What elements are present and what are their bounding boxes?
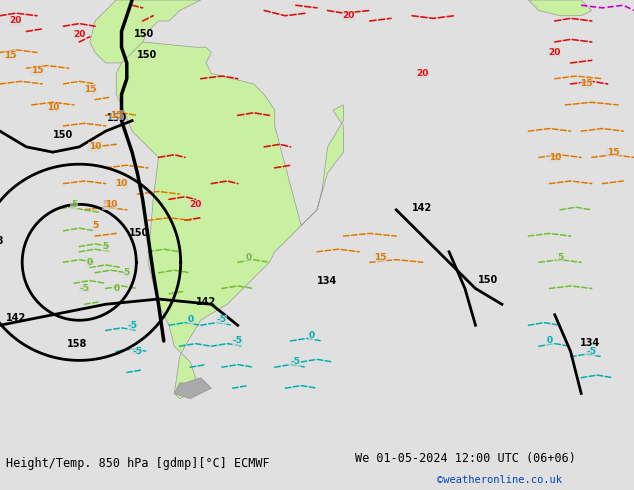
Text: 0: 0: [187, 316, 193, 324]
Text: 142: 142: [6, 313, 27, 323]
Text: 20: 20: [190, 200, 202, 209]
Text: -5: -5: [586, 347, 597, 356]
Text: -5: -5: [291, 358, 301, 367]
Text: 0: 0: [309, 331, 314, 340]
Text: 15: 15: [84, 85, 96, 94]
Polygon shape: [174, 378, 211, 399]
Text: 0: 0: [113, 284, 119, 293]
Text: 15: 15: [580, 79, 593, 88]
Text: 134: 134: [317, 276, 337, 286]
Text: Height/Temp. 850 hPa [gdmp][°C] ECMWF: Height/Temp. 850 hPa [gdmp][°C] ECMWF: [6, 457, 270, 470]
Polygon shape: [528, 0, 592, 16]
Text: 15: 15: [4, 50, 17, 60]
Text: 10: 10: [47, 103, 59, 112]
Text: 10: 10: [89, 143, 101, 151]
Text: 150: 150: [134, 29, 155, 39]
Text: 10: 10: [548, 153, 561, 162]
Text: 5: 5: [71, 200, 77, 209]
Text: 0: 0: [245, 252, 251, 262]
Text: -5: -5: [127, 321, 137, 330]
Text: We 01-05-2024 12:00 UTC (06+06): We 01-05-2024 12:00 UTC (06+06): [355, 452, 576, 465]
Text: 134: 134: [580, 338, 600, 348]
Text: -5: -5: [217, 316, 227, 324]
Text: 5: 5: [124, 269, 130, 277]
Polygon shape: [116, 42, 344, 399]
Text: 20: 20: [417, 69, 429, 78]
Text: 5: 5: [103, 242, 109, 251]
Text: 15: 15: [607, 147, 619, 157]
Text: 20: 20: [548, 48, 561, 57]
Text: 150: 150: [53, 130, 73, 140]
Text: 5: 5: [103, 200, 109, 209]
Text: 150: 150: [138, 49, 158, 60]
Text: 150: 150: [129, 228, 149, 238]
Text: 15: 15: [110, 111, 122, 120]
Text: 142: 142: [195, 297, 216, 307]
Text: -5: -5: [233, 337, 243, 345]
Text: ©weatheronline.co.uk: ©weatheronline.co.uk: [437, 475, 562, 485]
Text: 20: 20: [342, 11, 355, 20]
Text: 158: 158: [0, 237, 4, 246]
Text: -5: -5: [79, 284, 89, 293]
Text: 158: 158: [67, 339, 87, 349]
Text: 5: 5: [557, 252, 563, 262]
Text: 15: 15: [30, 66, 43, 75]
Text: 10: 10: [105, 200, 117, 209]
Polygon shape: [90, 0, 201, 63]
Text: 20: 20: [73, 29, 86, 39]
Text: -5: -5: [133, 347, 143, 356]
Text: 10: 10: [115, 179, 127, 188]
Text: 15: 15: [374, 252, 387, 262]
Text: 0: 0: [547, 337, 552, 345]
Text: 0: 0: [87, 258, 93, 267]
Text: 150: 150: [107, 113, 127, 122]
Text: 150: 150: [477, 275, 498, 285]
Text: 142: 142: [412, 203, 432, 213]
Text: 20: 20: [10, 17, 22, 25]
Text: 5: 5: [92, 221, 98, 230]
